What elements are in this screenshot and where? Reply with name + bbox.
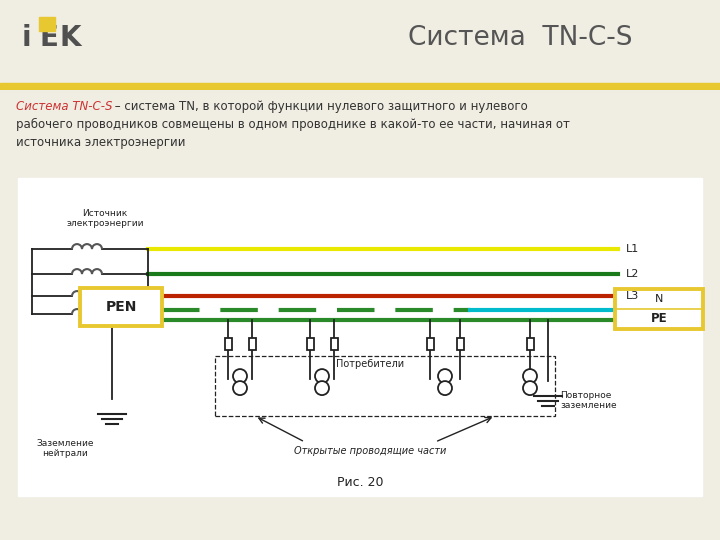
Text: Повторное
заземление: Повторное заземление: [560, 391, 616, 410]
Text: L3: L3: [626, 291, 639, 301]
Text: PE: PE: [651, 312, 667, 325]
Bar: [215, 356, 555, 416]
Text: рабочего проводников совмещены в одном проводнике в какой-то ее части, начиная о: рабочего проводников совмещены в одном п…: [16, 118, 570, 131]
Circle shape: [233, 381, 247, 395]
Text: Заземление
нейтрали: Заземление нейтрали: [36, 439, 94, 458]
Bar: [615, 289, 703, 329]
Text: PEN: PEN: [105, 300, 137, 314]
Text: Система TN-C-S: Система TN-C-S: [16, 100, 112, 113]
Bar: [0, 83, 720, 90]
Text: K: K: [60, 24, 81, 52]
Text: N: N: [654, 294, 663, 305]
Circle shape: [315, 369, 329, 383]
Text: i: i: [22, 24, 32, 52]
Bar: [307, 338, 314, 350]
Bar: [80, 288, 162, 326]
Circle shape: [523, 369, 537, 383]
Bar: [427, 338, 434, 350]
Circle shape: [438, 381, 452, 395]
Text: Система  TN-C-S: Система TN-C-S: [408, 25, 632, 51]
Text: Открытые проводящие части: Открытые проводящие части: [294, 446, 446, 456]
Circle shape: [233, 369, 247, 383]
Circle shape: [438, 369, 452, 383]
Text: L1: L1: [626, 244, 639, 254]
Text: Потребители: Потребители: [336, 359, 404, 369]
Text: E: E: [40, 24, 59, 52]
Text: L2: L2: [626, 269, 639, 279]
Text: – система TN, в которой функции нулевого защитного и нулевого: – система TN, в которой функции нулевого…: [111, 100, 528, 113]
Circle shape: [523, 381, 537, 395]
Circle shape: [315, 381, 329, 395]
Text: Рис. 20: Рис. 20: [337, 476, 383, 489]
Bar: [457, 338, 464, 350]
Text: источника электроэнергии: источника электроэнергии: [16, 136, 186, 149]
Bar: [331, 338, 338, 350]
Bar: [249, 338, 256, 350]
Bar: [225, 338, 232, 350]
Text: Источник
электроэнергии: Источник электроэнергии: [66, 209, 144, 228]
Bar: [39, 17, 55, 31]
Bar: [527, 338, 534, 350]
